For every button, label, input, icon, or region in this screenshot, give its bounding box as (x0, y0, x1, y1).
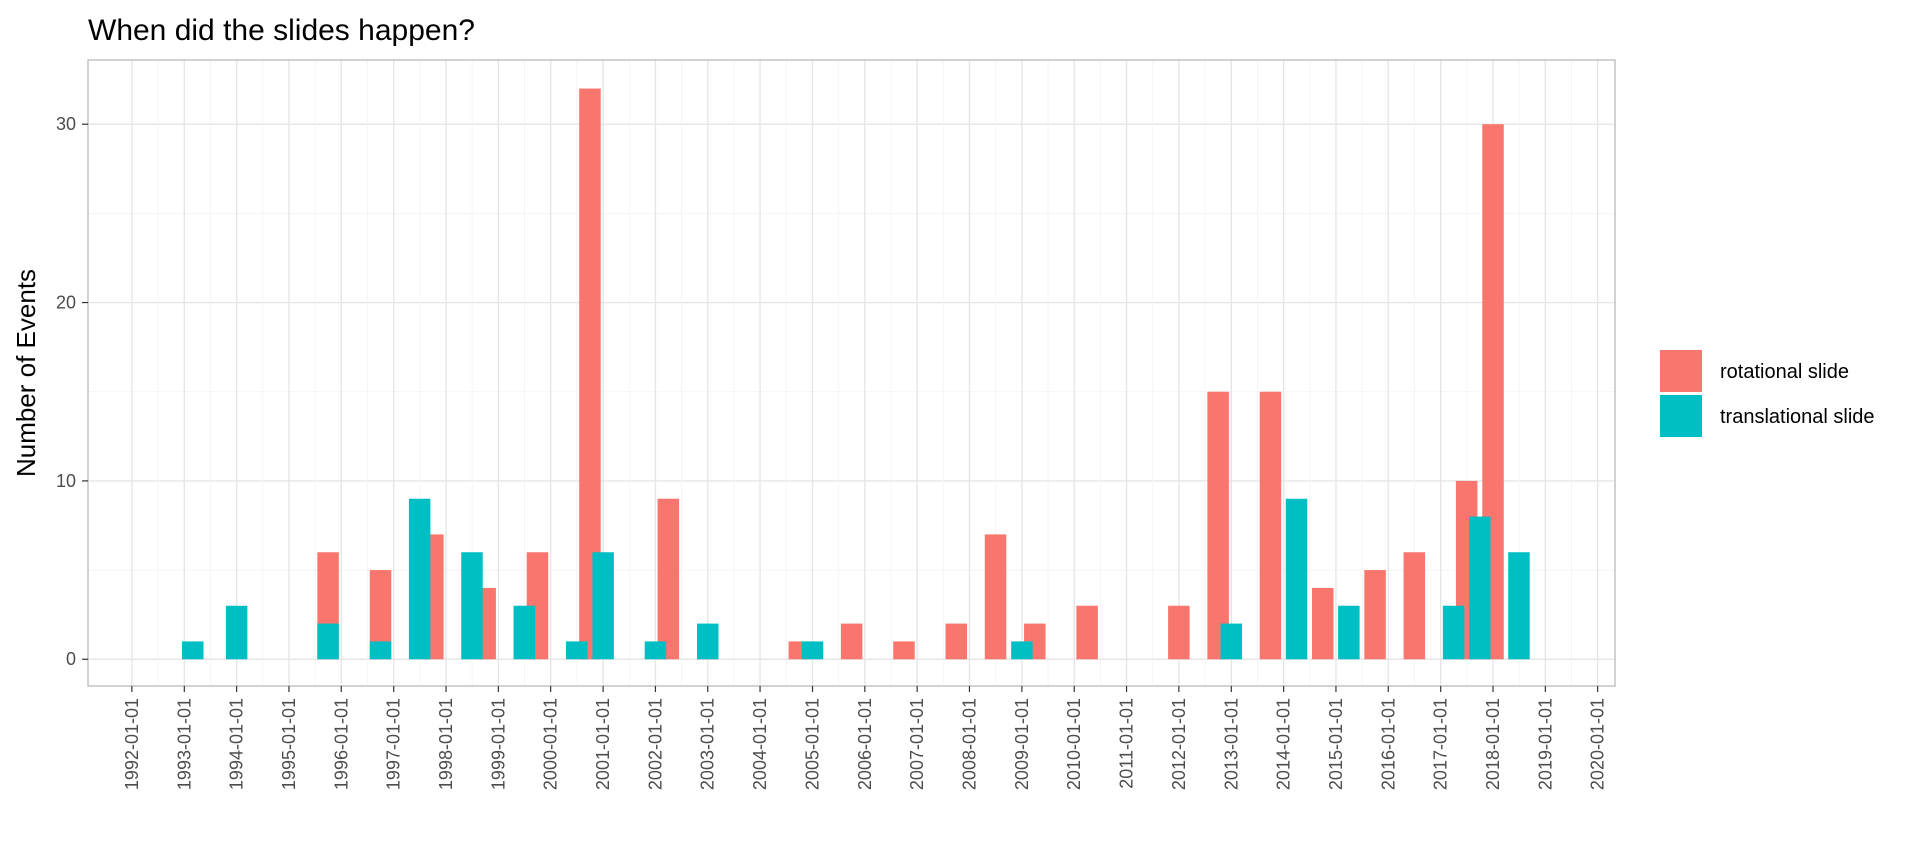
x-tick-label: 2004-01-01 (750, 698, 770, 790)
bar-translational-slide-14 (1285, 498, 1308, 660)
legend: rotational slide translational slide (1660, 350, 1875, 437)
x-tick-label: 2008-01-01 (959, 698, 979, 790)
bars (182, 88, 1530, 660)
bar-translational-slide-10 (696, 623, 719, 660)
bar-rotational-slide-17 (1259, 391, 1282, 660)
x-tick-label: 1999-01-01 (488, 698, 508, 790)
x-tick-label: 2013-01-01 (1221, 698, 1241, 790)
y-axis: 0 10 20 30 (56, 114, 88, 669)
x-tick-label: 2016-01-01 (1378, 698, 1398, 790)
x-tick-label: 2007-01-01 (907, 698, 927, 790)
x-tick-label: 1996-01-01 (331, 698, 351, 790)
x-tick-label: 1995-01-01 (279, 698, 299, 790)
bar-rotational-slide-1 (369, 570, 392, 660)
y-axis-label: Number of Events (11, 269, 41, 477)
x-tick-label: 2009-01-01 (1012, 698, 1032, 790)
bar-rotational-slide-9 (840, 623, 863, 660)
bar-translational-slide-17 (1469, 516, 1491, 660)
bar-translational-slide-11 (801, 641, 824, 660)
bar-translational-slide-15 (1338, 605, 1360, 660)
bar-rotational-slide-10 (893, 641, 915, 660)
x-tick-label: 2020-01-01 (1588, 698, 1608, 790)
bar-rotational-slide-6 (657, 498, 680, 660)
bar-translational-slide-4 (408, 498, 431, 660)
bar-rotational-slide-20 (1403, 552, 1426, 660)
bar-rotational-slide-15 (1168, 605, 1190, 660)
x-tick-label: 1997-01-01 (384, 698, 404, 790)
legend-key-translational-slide (1660, 395, 1702, 437)
bar-rotational-slide-16 (1207, 391, 1229, 660)
bar-rotational-slide-12 (984, 534, 1007, 660)
x-axis: 1992-01-01 1993-01-01 1994-01-01 1995-01-01… (122, 686, 1608, 790)
bar-translational-slide-18 (1508, 552, 1530, 660)
bar-translational-slide-16 (1442, 605, 1465, 660)
bar-rotational-slide-18 (1312, 587, 1334, 660)
bar-rotational-slide-14 (1076, 605, 1098, 660)
x-tick-label: 1993-01-01 (174, 698, 194, 790)
x-tick-label: 2012-01-01 (1169, 698, 1189, 790)
bar-translational-slide-1 (225, 605, 248, 660)
x-tick-label: 2006-01-01 (855, 698, 875, 790)
bar-translational-slide-8 (592, 552, 614, 660)
x-tick-label: 2019-01-01 (1535, 698, 1555, 790)
x-tick-label: 2002-01-01 (645, 698, 665, 790)
x-tick-label: 2000-01-01 (541, 698, 561, 790)
panel-border (87, 59, 1616, 687)
y-tick-label: 20 (56, 293, 76, 313)
bar-translational-slide-7 (565, 641, 588, 660)
x-tick-label: 2018-01-01 (1483, 698, 1503, 790)
bar-translational-slide-3 (369, 641, 392, 660)
x-tick-label: 2017-01-01 (1431, 698, 1451, 790)
bar-translational-slide-12 (1011, 641, 1033, 660)
grid-lines (88, 60, 1615, 686)
x-tick-label: 1994-01-01 (227, 698, 247, 790)
bar-translational-slide-0 (182, 641, 204, 660)
bar-translational-slide-6 (513, 605, 536, 660)
bar-rotational-slide-19 (1364, 570, 1386, 660)
bar-translational-slide-2 (317, 623, 339, 660)
bar-translational-slide-5 (461, 552, 483, 660)
y-tick-label: 10 (56, 471, 76, 491)
x-tick-label: 2010-01-01 (1064, 698, 1084, 790)
y-tick-label: 0 (66, 649, 76, 669)
y-tick-label: 30 (56, 114, 76, 134)
x-tick-label: 2015-01-01 (1326, 698, 1346, 790)
bar-translational-slide-13 (1220, 623, 1243, 660)
legend-label-translational-slide: translational slide (1720, 406, 1875, 428)
x-tick-label: 2003-01-01 (698, 698, 718, 790)
x-tick-label: 1998-01-01 (436, 698, 456, 790)
x-tick-label: 2011-01-01 (1117, 698, 1137, 789)
bar-rotational-slide-11 (945, 623, 968, 660)
chart-title: When did the slides happen? (88, 14, 475, 47)
x-tick-label: 1992-01-01 (122, 698, 142, 790)
x-tick-label: 2005-01-01 (803, 698, 823, 790)
legend-key-rotational-slide (1660, 350, 1702, 392)
bar-rotational-slide-5 (579, 88, 601, 660)
bar-translational-slide-9 (644, 641, 667, 660)
x-tick-label: 2001-01-01 (593, 698, 613, 790)
legend-label-rotational-slide: rotational slide (1720, 361, 1849, 383)
x-tick-label: 2014-01-01 (1274, 698, 1294, 790)
